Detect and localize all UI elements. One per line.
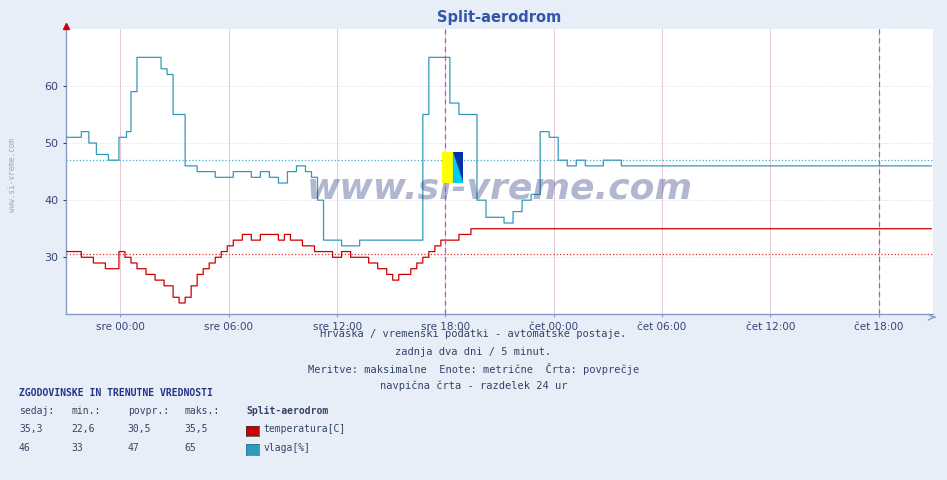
Text: www.si-vreme.com: www.si-vreme.com (8, 138, 17, 212)
Text: min.:: min.: (71, 406, 100, 416)
Bar (453, 152, 463, 183)
Text: 35,5: 35,5 (185, 424, 208, 434)
Text: sedaj:: sedaj: (19, 406, 54, 416)
Text: 35,3: 35,3 (19, 424, 43, 434)
Text: 47: 47 (128, 443, 139, 453)
Text: Hrvaška / vremenski podatki - avtomatske postaje.: Hrvaška / vremenski podatki - avtomatske… (320, 329, 627, 339)
Text: Meritve: maksimalne  Enote: metrične  Črta: povprečje: Meritve: maksimalne Enote: metrične Črta… (308, 363, 639, 375)
Text: 30,5: 30,5 (128, 424, 152, 434)
Polygon shape (453, 152, 463, 183)
Text: 65: 65 (185, 443, 196, 453)
Text: www.si-vreme.com: www.si-vreme.com (307, 172, 692, 206)
Text: ZGODOVINSKE IN TRENUTNE VREDNOSTI: ZGODOVINSKE IN TRENUTNE VREDNOSTI (19, 388, 213, 398)
Text: zadnja dva dni / 5 minut.: zadnja dva dni / 5 minut. (396, 347, 551, 357)
Text: 22,6: 22,6 (71, 424, 95, 434)
Text: 46: 46 (19, 443, 30, 453)
Title: Split-aerodrom: Split-aerodrom (438, 10, 562, 25)
Text: temperatura[C]: temperatura[C] (263, 424, 346, 434)
Text: navpična črta - razdelek 24 ur: navpična črta - razdelek 24 ur (380, 380, 567, 391)
Text: Split-aerodrom: Split-aerodrom (246, 406, 329, 416)
Text: maks.:: maks.: (185, 406, 220, 416)
Text: vlaga[%]: vlaga[%] (263, 443, 311, 453)
Bar (442, 152, 453, 183)
Text: 33: 33 (71, 443, 82, 453)
Text: povpr.:: povpr.: (128, 406, 169, 416)
